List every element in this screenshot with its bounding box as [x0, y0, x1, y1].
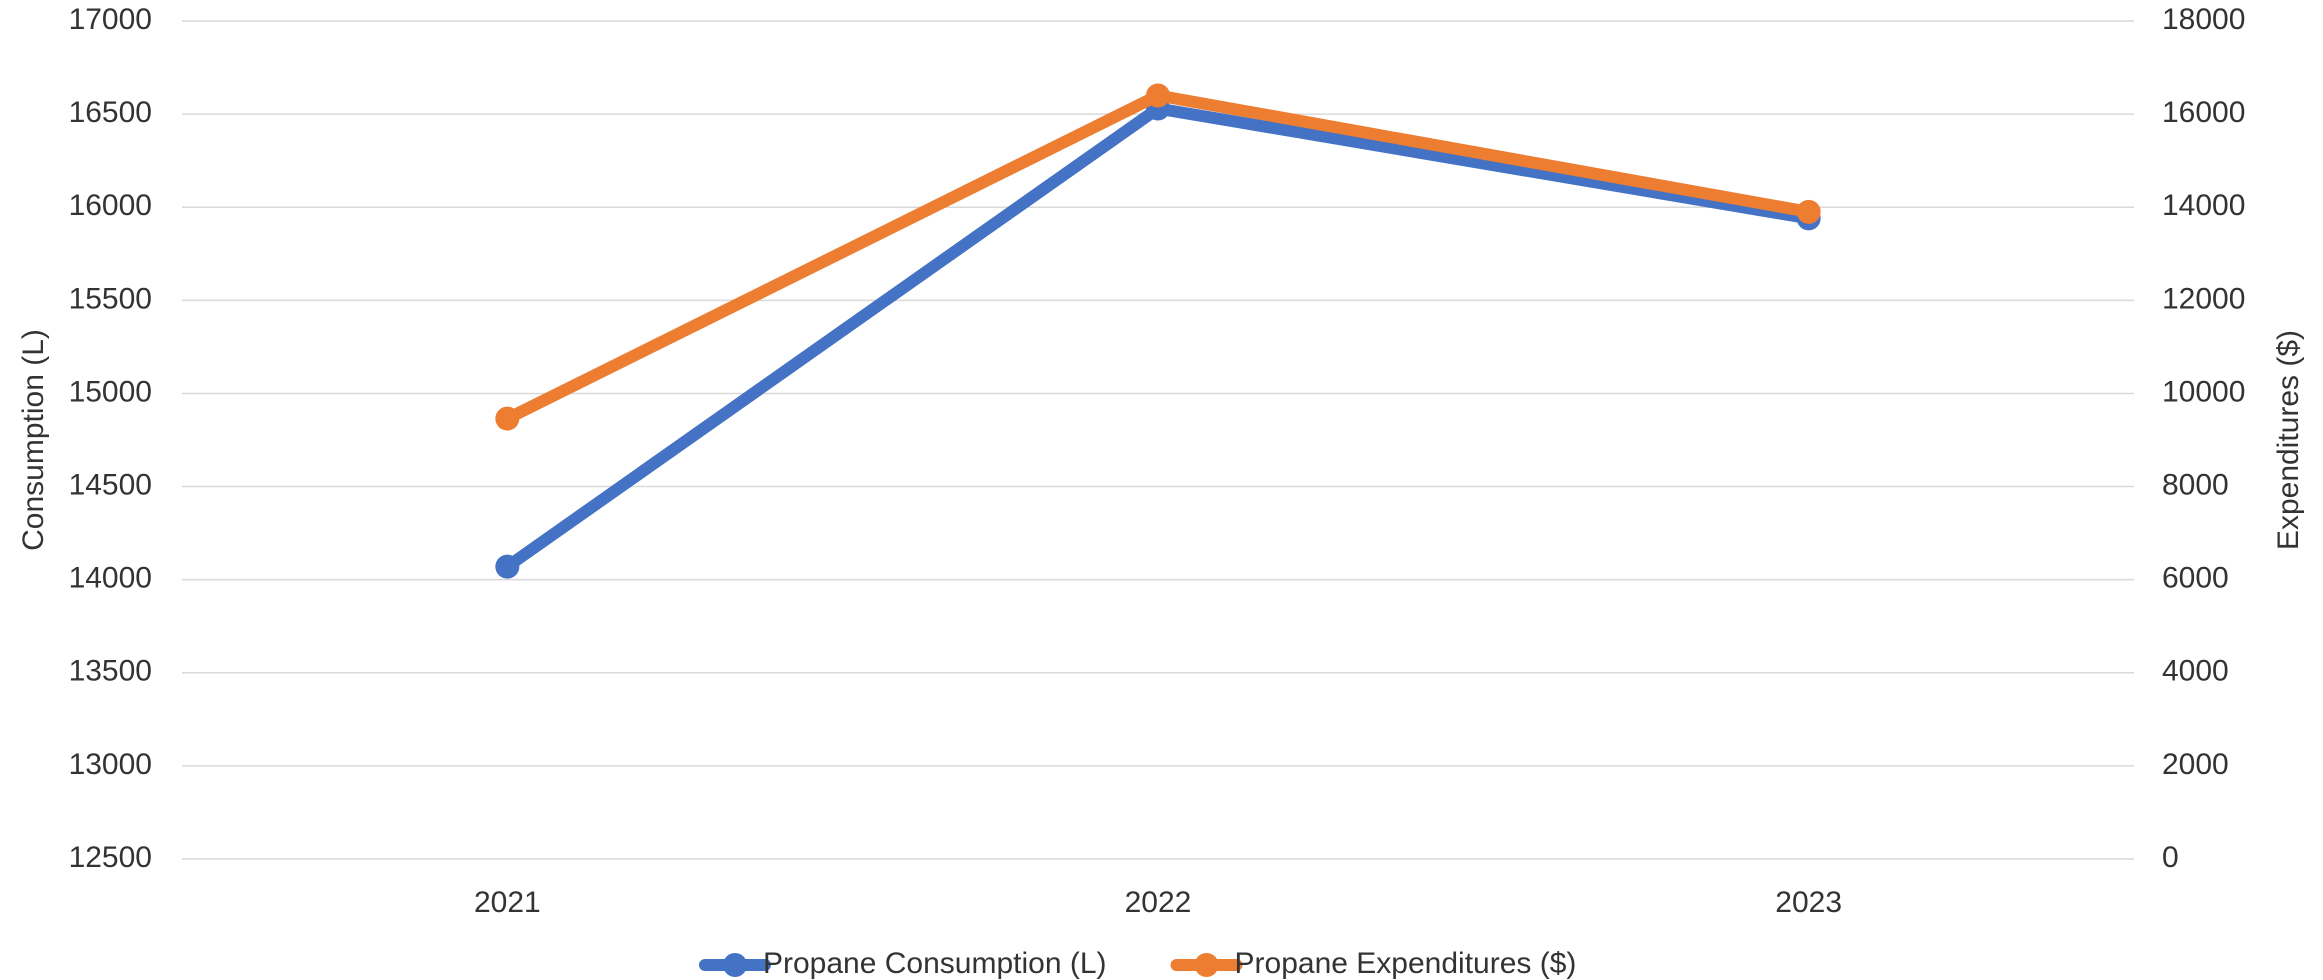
y-tick-label: 12500: [69, 841, 152, 874]
y2-axis-title: Expenditures ($): [2272, 330, 2305, 550]
y-tick-label: 15500: [69, 282, 152, 315]
x-tick-label: 2021: [474, 886, 541, 919]
y2-tick-label: 12000: [2162, 282, 2245, 315]
y-tick-label: 15000: [69, 375, 152, 408]
point: [495, 554, 520, 579]
point: [1796, 199, 1821, 224]
y-tick-label: 13000: [69, 748, 152, 781]
y-tick-label: 13500: [69, 655, 152, 688]
y2-tick-label: 6000: [2162, 562, 2229, 595]
legend-marker: [1194, 953, 1219, 977]
series-line: [501, 89, 1815, 425]
y2-tick-label: 2000: [2162, 748, 2229, 781]
legend-label: Propane Consumption (L): [763, 947, 1107, 980]
y-tick-label: 16500: [69, 96, 152, 129]
legend-marker: [723, 953, 747, 977]
point: [495, 406, 520, 431]
y-tick-label: 14500: [69, 468, 152, 501]
y2-tick-label: 16000: [2162, 96, 2245, 129]
y2-tick-label: 8000: [2162, 468, 2229, 501]
y-tick-label: 14000: [69, 562, 152, 595]
y2-tick-label: 4000: [2162, 655, 2229, 688]
y2-tick-label: 18000: [2162, 3, 2245, 36]
y2-tick-label: 10000: [2162, 375, 2245, 408]
y-tick-label: 16000: [69, 189, 152, 222]
x-tick-label: 2022: [1125, 886, 1192, 919]
y-axis-title: Consumption (L): [17, 329, 50, 551]
x-tick-label: 2023: [1775, 886, 1842, 919]
legend-label: Propane Expenditures ($): [1235, 947, 1577, 980]
y2-tick-label: 14000: [2162, 189, 2245, 222]
y-tick-label: 17000: [69, 3, 152, 36]
y2-tick-label: 0: [2162, 841, 2179, 874]
point: [1146, 83, 1170, 108]
